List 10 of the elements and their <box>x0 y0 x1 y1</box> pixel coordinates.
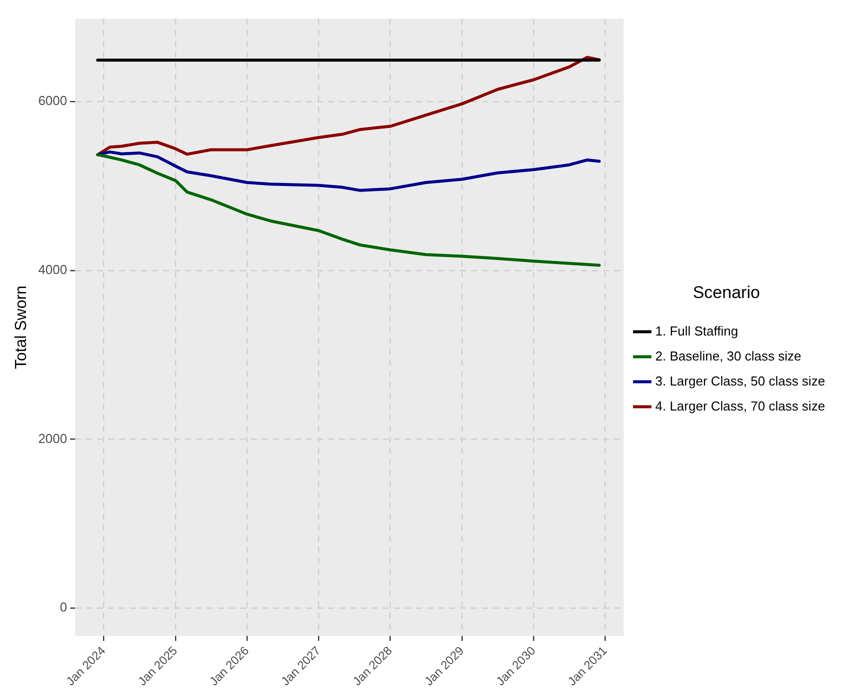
y-axis-title: Total Sworn <box>13 286 30 370</box>
y-tick-label: 0 <box>60 600 68 615</box>
legend-label: 2. Baseline, 30 class size <box>655 348 802 364</box>
legend-title: Scenario <box>692 282 760 302</box>
legend-label: 4. Larger Class, 70 class size <box>655 398 826 414</box>
legend-label: 3. Larger Class, 50 class size <box>655 373 826 388</box>
y-tick-label: 4000 <box>38 262 68 277</box>
y-tick-label: 6000 <box>38 93 68 108</box>
y-tick-label: 2000 <box>38 430 68 446</box>
legend-label: 1. Full Staffing <box>655 323 738 338</box>
